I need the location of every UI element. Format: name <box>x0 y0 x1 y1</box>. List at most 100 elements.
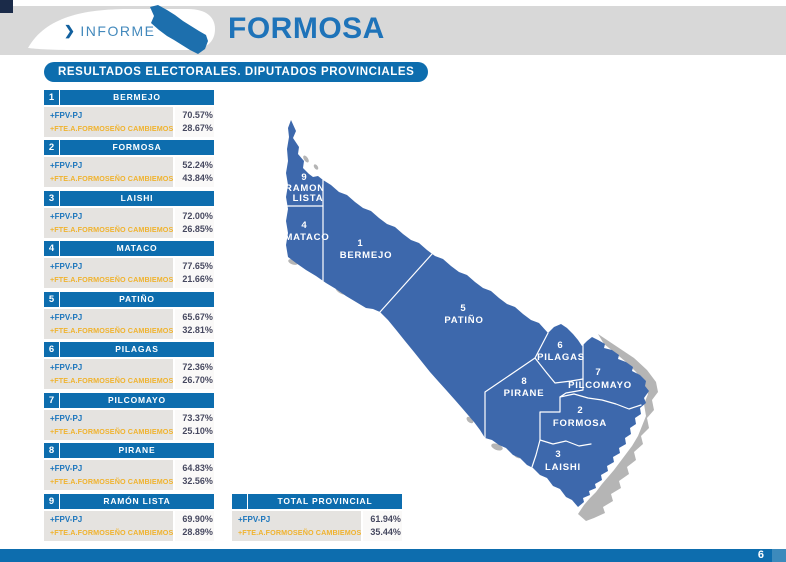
value-fpv: 73.37% <box>182 413 213 423</box>
party-label-frente: +FTE.A.FORMOSEÑO CAMBIEMOS <box>50 326 174 335</box>
map-label-name: BERMEJO <box>340 250 393 261</box>
value-frente: 28.89% <box>182 527 213 537</box>
map-label-mataco: 4 MATACO <box>284 220 329 243</box>
section-banner: RESULTADOS ELECTORALES. DIPUTADOS PROVIN… <box>44 62 429 82</box>
result-card-pirane: 8 PIRANE +FPV-PJ +FTE.A.FORMOSEÑO CAMBIEMO… <box>44 443 214 490</box>
value-frente: 25.10% <box>182 426 213 436</box>
map-label-bermejo: 1 BERMEJO <box>340 238 393 261</box>
party-label-fpv: +FPV-PJ <box>50 262 83 271</box>
coast-shadow <box>578 334 658 521</box>
party-label-fpv: +FPV-PJ <box>50 515 83 524</box>
result-card-total-provincial: TOTAL PROVINCIAL +FPV-PJ +FTE.A.FORMOSEÑO… <box>232 494 402 541</box>
card-number: 9 <box>44 494 60 509</box>
value-frente: 32.56% <box>182 476 213 486</box>
card-number: 1 <box>44 90 60 105</box>
card-number: 5 <box>44 292 60 307</box>
party-label-fpv: +FPV-PJ <box>50 161 83 170</box>
value-frente: 21.66% <box>182 274 213 284</box>
card-title: LAISHI <box>120 193 154 203</box>
map-label-number: 6 <box>557 340 562 351</box>
map-label-patino: 5 PATIÑO <box>444 303 483 326</box>
map-label-name: PATIÑO <box>444 315 483 326</box>
party-label-frente: +FTE.A.FORMOSEÑO CAMBIEMOS <box>50 124 174 133</box>
value-fpv: 61.94% <box>370 514 401 524</box>
card-number: 2 <box>44 140 60 155</box>
province-shape <box>286 120 649 507</box>
corner-square <box>0 0 13 13</box>
map-label-name: PILCOMAYO <box>568 380 632 391</box>
result-card-bermejo: 1 BERMEJO +FPV-PJ +FTE.A.FORMOSEÑO CAMBIEM… <box>44 90 214 137</box>
card-title: RAMÓN LISTA <box>103 496 171 506</box>
map-label-number: 8 <box>521 376 526 387</box>
map-label-number: 2 <box>577 405 582 416</box>
party-label-frente: +FTE.A.FORMOSEÑO CAMBIEMOS <box>50 275 174 284</box>
party-label-fpv: +FPV-PJ <box>238 515 271 524</box>
result-card-formosa: 2 FORMOSA +FPV-PJ +FTE.A.FORMOSEÑO CAMBIEM… <box>44 140 214 187</box>
result-card-ramon-lista: 9 RAMÓN LISTA +FPV-PJ +FTE.A.FORMOSEÑO CAM… <box>44 494 214 541</box>
map-label-pilagas: 6 PILAGAS <box>537 340 584 363</box>
result-card-pilagas: 6 PILAGAS +FPV-PJ +FTE.A.FORMOSEÑO CAMBIEM… <box>44 342 214 389</box>
report-kicker: ❯ INFORME <box>64 23 155 39</box>
party-label-fpv: +FPV-PJ <box>50 313 83 322</box>
party-label-fpv: +FPV-PJ <box>50 212 83 221</box>
card-title: PILAGAS <box>115 344 159 354</box>
value-frente: 26.85% <box>182 224 213 234</box>
footer-corner-accent <box>772 549 786 562</box>
value-frente: 35.44% <box>370 527 401 537</box>
card-number: 8 <box>44 443 60 458</box>
kicker-label: INFORME <box>80 23 156 39</box>
map-label-name: MATACO <box>284 232 329 243</box>
card-number <box>232 494 248 509</box>
result-card-pilcomayo: 7 PILCOMAYO +FPV-PJ +FTE.A.FORMOSEÑO CAMBI… <box>44 393 214 440</box>
map-label-pirane: 8 PIRANE <box>504 376 545 399</box>
map-label-name: LAISHI <box>545 462 581 473</box>
value-frente: 28.67% <box>182 123 213 133</box>
map-label-number: 4 <box>301 220 307 231</box>
party-label-frente: +FTE.A.FORMOSEÑO CAMBIEMOS <box>50 376 174 385</box>
map-label-laishi: 3 LAISHI <box>545 449 581 473</box>
map-label-name: PIRANE <box>504 388 545 399</box>
value-fpv: 64.83% <box>182 463 213 473</box>
party-label-frente: +FTE.A.FORMOSEÑO CAMBIEMOS <box>238 528 362 537</box>
formosa-map-icon <box>150 5 208 54</box>
result-card-patino: 5 PATIÑO +FPV-PJ +FTE.A.FORMOSEÑO CAMBIEMO… <box>44 292 214 339</box>
result-card-mataco: 4 MATACO +FPV-PJ +FTE.A.FORMOSEÑO CAMBIEMO… <box>44 241 214 288</box>
value-fpv: 70.57% <box>182 110 213 120</box>
page-number: 6 <box>757 549 764 561</box>
value-frente: 43.84% <box>182 173 213 183</box>
card-title: PILCOMAYO <box>108 395 166 405</box>
party-label-frente: +FTE.A.FORMOSEÑO CAMBIEMOS <box>50 174 174 183</box>
value-fpv: 72.00% <box>182 211 213 221</box>
party-label-frente: +FTE.A.FORMOSEÑO CAMBIEMOS <box>50 528 174 537</box>
card-title: FORMOSA <box>112 142 162 152</box>
value-fpv: 69.90% <box>182 514 213 524</box>
card-title: BERMEJO <box>113 92 161 102</box>
chevron-right-icon: ❯ <box>64 23 77 38</box>
map-label-number: 1 <box>357 238 363 249</box>
map-label-name: FORMOSA <box>553 418 607 429</box>
party-label-frente: +FTE.A.FORMOSEÑO CAMBIEMOS <box>50 427 174 436</box>
province-map-svg: 9 RAMON LISTA 4 MATACO 1 BERMEJO 5 PATIÑ… <box>284 120 658 521</box>
map-label-name: RAMON <box>285 183 325 194</box>
value-fpv: 52.24% <box>182 160 213 170</box>
card-title: PATIÑO <box>119 294 155 304</box>
party-label-frente: +FTE.A.FORMOSEÑO CAMBIEMOS <box>50 225 174 234</box>
province-map: 9 RAMON LISTA 4 MATACO 1 BERMEJO 5 PATIÑ… <box>270 100 670 530</box>
card-title: MATACO <box>116 243 158 253</box>
map-label-ramon-lista: 9 RAMON LISTA <box>285 172 325 204</box>
card-title: TOTAL PROVINCIAL <box>277 496 373 506</box>
value-fpv: 77.65% <box>182 261 213 271</box>
result-card-laishi: 3 LAISHI +FPV-PJ +FTE.A.FORMOSEÑO CAMBIEMO… <box>44 191 214 238</box>
card-number: 3 <box>44 191 60 206</box>
map-label-name2: LISTA <box>293 193 324 204</box>
value-fpv: 72.36% <box>182 362 213 372</box>
party-label-fpv: +FPV-PJ <box>50 363 83 372</box>
map-label-number: 9 <box>301 172 306 183</box>
card-title: PIRANE <box>118 445 156 455</box>
map-label-number: 7 <box>595 367 600 378</box>
card-number: 4 <box>44 241 60 256</box>
party-label-fpv: +FPV-PJ <box>50 414 83 423</box>
map-label-number: 5 <box>460 303 466 314</box>
footer-bar: 6 <box>0 549 786 562</box>
party-label-frente: +FTE.A.FORMOSEÑO CAMBIEMOS <box>50 477 174 486</box>
